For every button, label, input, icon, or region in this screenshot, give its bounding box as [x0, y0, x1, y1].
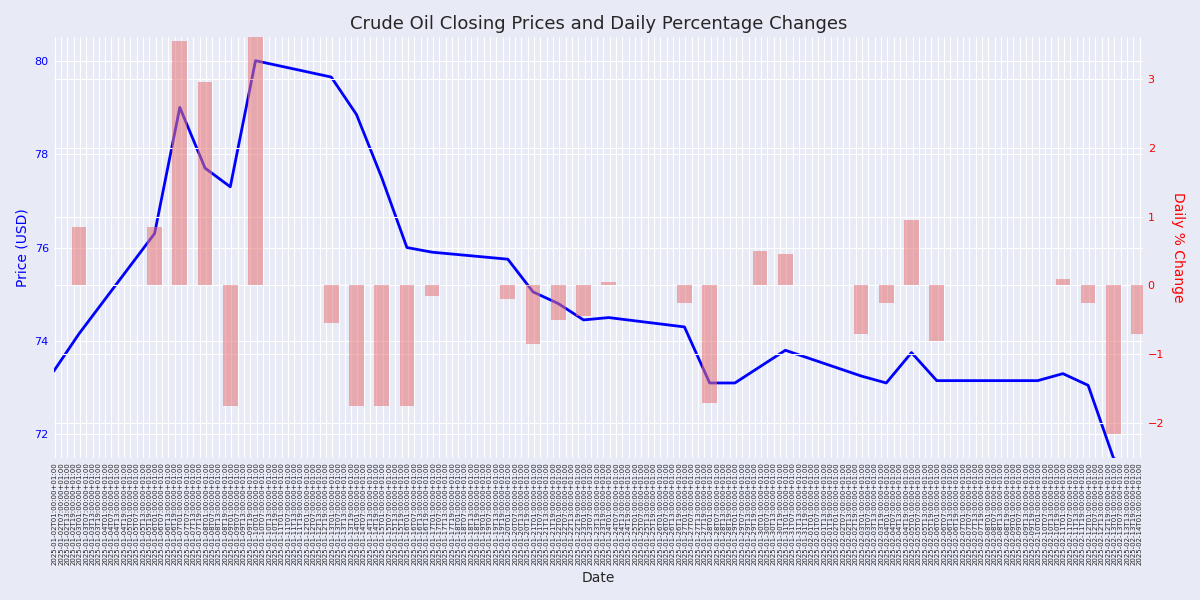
Bar — [526, 286, 540, 344]
Bar — [148, 227, 162, 286]
Bar — [1056, 278, 1070, 286]
Bar — [223, 286, 238, 406]
Y-axis label: Daily % Change: Daily % Change — [1171, 192, 1186, 303]
Bar — [1081, 286, 1096, 302]
Bar — [601, 282, 616, 286]
Bar — [929, 286, 944, 341]
Bar — [425, 286, 439, 296]
Bar — [324, 286, 338, 323]
Bar — [500, 286, 515, 299]
Bar — [576, 286, 590, 316]
Bar — [400, 286, 414, 406]
Bar — [853, 286, 869, 334]
Bar — [1132, 286, 1146, 334]
Y-axis label: Price (USD): Price (USD) — [14, 208, 29, 287]
Title: Crude Oil Closing Prices and Daily Percentage Changes: Crude Oil Closing Prices and Daily Perce… — [349, 15, 847, 33]
Bar — [702, 286, 718, 403]
Bar — [72, 227, 86, 286]
Bar — [677, 286, 691, 302]
Bar — [349, 286, 364, 406]
Bar — [904, 220, 919, 286]
Bar — [198, 82, 212, 286]
X-axis label: Date: Date — [582, 571, 614, 585]
Bar — [173, 41, 187, 286]
Bar — [374, 286, 389, 406]
Bar — [1106, 286, 1121, 434]
Bar — [551, 286, 565, 320]
Bar — [248, 34, 263, 286]
Bar — [752, 251, 768, 286]
Bar — [878, 286, 894, 302]
Bar — [778, 254, 793, 286]
